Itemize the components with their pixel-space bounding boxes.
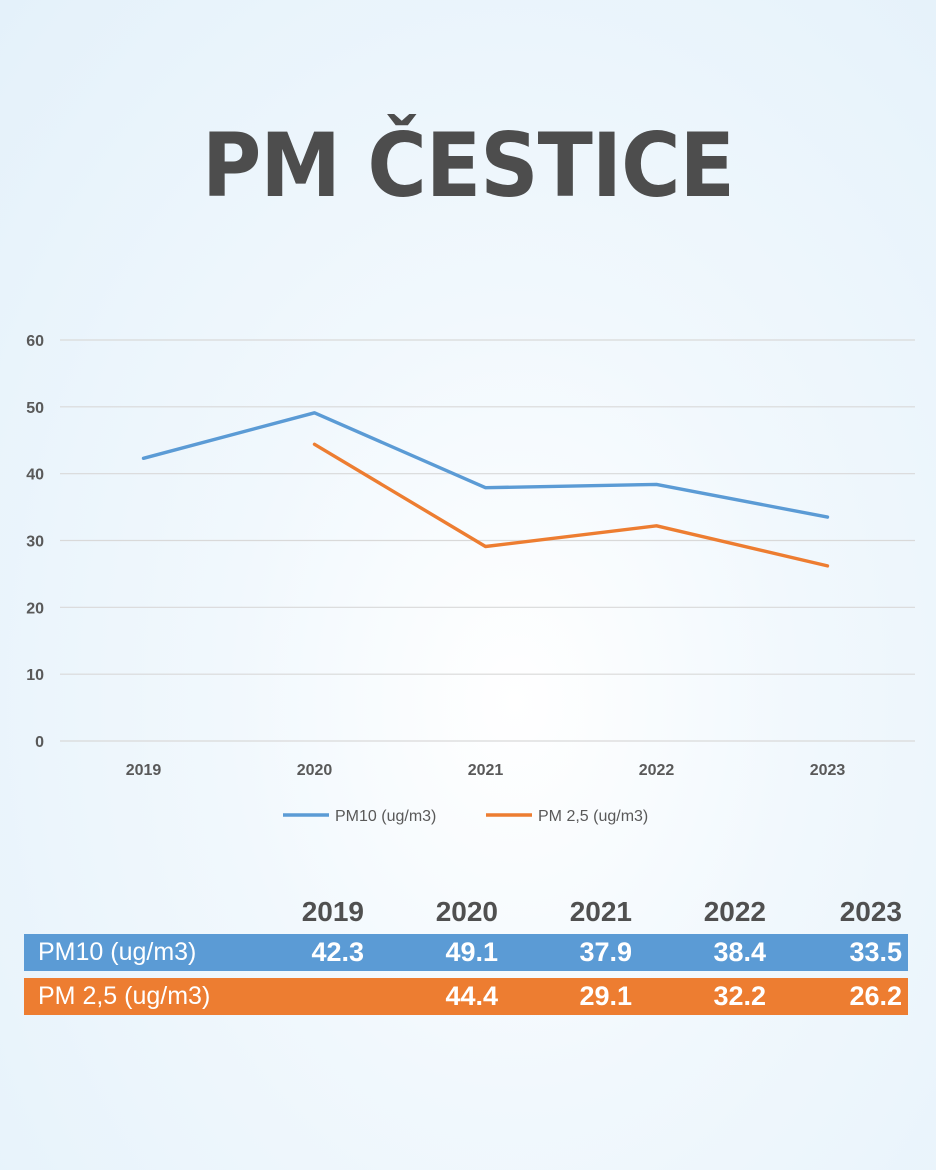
row-label: PM 2,5 (ug/m3) bbox=[24, 978, 278, 1015]
series-lines bbox=[141, 411, 830, 568]
table-cell: 33.5 bbox=[772, 934, 908, 971]
series-line-pm25 bbox=[312, 442, 830, 568]
data-table: 2019 2020 2021 2022 2023 PM10 (ug/m3) 42… bbox=[24, 890, 908, 1015]
table-cell: 42.3 bbox=[278, 934, 370, 971]
table-header-cell: 2023 bbox=[839, 896, 902, 927]
row-spacer bbox=[24, 971, 908, 978]
y-tick-label: 50 bbox=[26, 400, 44, 417]
table-row: PM 2,5 (ug/m3) 44.4 29.1 32.2 26.2 bbox=[24, 978, 908, 1015]
row-label: PM10 (ug/m3) bbox=[24, 934, 278, 971]
table-header-cell bbox=[24, 890, 278, 934]
table-cell: 26.2 bbox=[772, 978, 908, 1015]
table-cell: 49.1 bbox=[370, 934, 504, 971]
table-header-cell: 2020 bbox=[435, 896, 498, 927]
x-axis-tick-labels: 2019 2020 2021 2022 2023 bbox=[126, 762, 846, 779]
table-cell: 32.2 bbox=[638, 978, 772, 1015]
x-tick-label: 2019 bbox=[126, 762, 162, 779]
series-line-pm10 bbox=[141, 411, 830, 519]
legend-label: PM10 (ug/m3) bbox=[335, 808, 436, 825]
y-tick-label: 20 bbox=[26, 600, 44, 617]
table-row: PM10 (ug/m3) 42.3 49.1 37.9 38.4 33.5 bbox=[24, 934, 908, 971]
x-tick-label: 2023 bbox=[810, 762, 846, 779]
table-cell: 37.9 bbox=[504, 934, 638, 971]
y-tick-label: 30 bbox=[26, 534, 44, 551]
table-header-cell: 2022 bbox=[703, 896, 766, 927]
gridlines bbox=[60, 339, 915, 742]
table-header-cell: 2019 bbox=[301, 896, 364, 927]
table-cell: 29.1 bbox=[504, 978, 638, 1015]
y-axis-tick-labels: 0 10 20 30 40 50 60 bbox=[26, 333, 44, 751]
y-tick-label: 60 bbox=[26, 333, 44, 350]
x-tick-label: 2020 bbox=[297, 762, 333, 779]
y-tick-label: 0 bbox=[35, 734, 44, 751]
y-tick-label: 10 bbox=[26, 667, 44, 684]
page-title: PM ČESTICE bbox=[202, 114, 735, 217]
y-tick-label: 40 bbox=[26, 467, 44, 484]
legend-label: PM 2,5 (ug/m3) bbox=[538, 808, 648, 825]
line-chart: 0 10 20 30 40 50 60 2019 2020 2021 2022 2023 PM10 … bbox=[26, 333, 915, 825]
table-cell bbox=[278, 978, 370, 1015]
x-tick-label: 2022 bbox=[639, 762, 675, 779]
table-cell: 44.4 bbox=[370, 978, 504, 1015]
legend: PM10 (ug/m3) PM 2,5 (ug/m3) bbox=[283, 808, 648, 825]
table-header-cell: 2021 bbox=[569, 896, 632, 927]
x-tick-label: 2021 bbox=[468, 762, 504, 779]
table-cell: 38.4 bbox=[638, 934, 772, 971]
table-header-row: 2019 2020 2021 2022 2023 bbox=[24, 890, 908, 934]
